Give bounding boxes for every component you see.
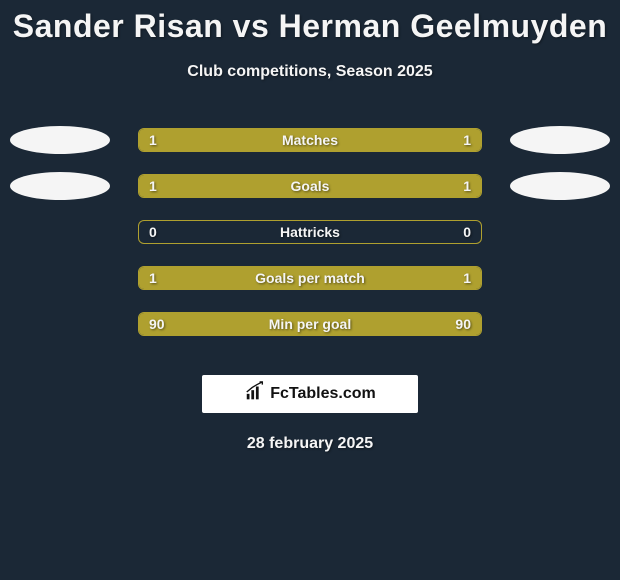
left-value: 1	[139, 129, 167, 151]
bar-chart-icon	[244, 381, 266, 408]
bar-label: Hattricks	[139, 221, 481, 243]
page-title: Sander Risan vs Herman Geelmuyden	[0, 0, 620, 45]
bar-track: 11Goals	[138, 174, 482, 198]
right-value: 1	[453, 175, 481, 197]
right-ellipse-icon	[510, 172, 610, 200]
bar-track: 0 0Hattricks	[138, 220, 482, 244]
comparison-row: 0 0Hattricks	[0, 209, 620, 255]
right-value: 1	[453, 129, 481, 151]
subtitle: Club competitions, Season 2025	[0, 63, 620, 81]
left-value: 90	[139, 313, 175, 335]
left-ellipse-icon	[10, 172, 110, 200]
brand-text: FcTables.com	[270, 385, 376, 403]
comparison-row: 11Goals	[0, 163, 620, 209]
comparison-row: 11Matches	[0, 117, 620, 163]
bar-track: 11Matches	[138, 128, 482, 152]
right-value: 90	[445, 313, 481, 335]
footer-date: 28 february 2025	[0, 435, 620, 453]
left-value: 1	[139, 267, 167, 289]
left-value: 0	[139, 221, 167, 243]
bar-track: 11Goals per match	[138, 266, 482, 290]
right-value: 1	[453, 267, 481, 289]
comparison-row: 11Goals per match	[0, 255, 620, 301]
left-value: 1	[139, 175, 167, 197]
left-ellipse-icon	[10, 126, 110, 154]
right-ellipse-icon	[510, 126, 610, 154]
comparison-rows: 11Matches11Goals00Hattricks11Goals per m…	[0, 117, 620, 347]
right-value: 0	[453, 221, 481, 243]
bar-track: 9090Min per goal	[138, 312, 482, 336]
brand-badge[interactable]: FcTables.com	[202, 375, 418, 413]
comparison-row: 9090Min per goal	[0, 301, 620, 347]
